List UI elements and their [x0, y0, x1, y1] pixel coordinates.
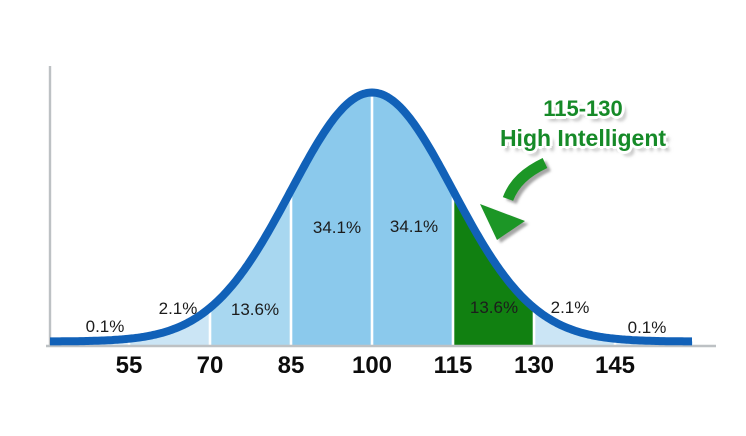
x-tick-label-130: 130	[513, 352, 555, 379]
percent-label-55-70: 2.1%	[158, 299, 198, 318]
percent-label-below 55: 0.1%	[85, 317, 125, 336]
percent-label-115-130: 13.6%	[469, 298, 519, 317]
bell-curve-stroke	[48, 88, 694, 346]
percent-label-100-115: 34.1%	[389, 217, 439, 236]
percent-label-above 145: 0.1%	[627, 318, 667, 337]
annotation-range-text: 115-130	[543, 96, 623, 121]
percent-label-85-100: 34.1%	[312, 218, 362, 237]
segment-dividers	[127, 95, 617, 346]
annotation-label-text: High Intelligent	[499, 125, 667, 151]
arrow-head-icon	[480, 204, 525, 240]
percent-label-70-85: 13.6%	[230, 300, 280, 319]
x-tick-label-85: 85	[277, 352, 305, 379]
highlight-annotation: 115-130 High Intelligent	[500, 95, 666, 153]
arrow-body	[502, 158, 548, 202]
x-tick-label-70: 70	[196, 352, 224, 379]
x-tick-label-55: 55	[115, 352, 143, 379]
x-tick-label-145: 145	[594, 352, 636, 379]
percent-label-130-145: 2.1%	[550, 298, 590, 317]
x-tick-label-115: 115	[433, 352, 473, 379]
x-tick-label-100: 100	[351, 352, 393, 379]
